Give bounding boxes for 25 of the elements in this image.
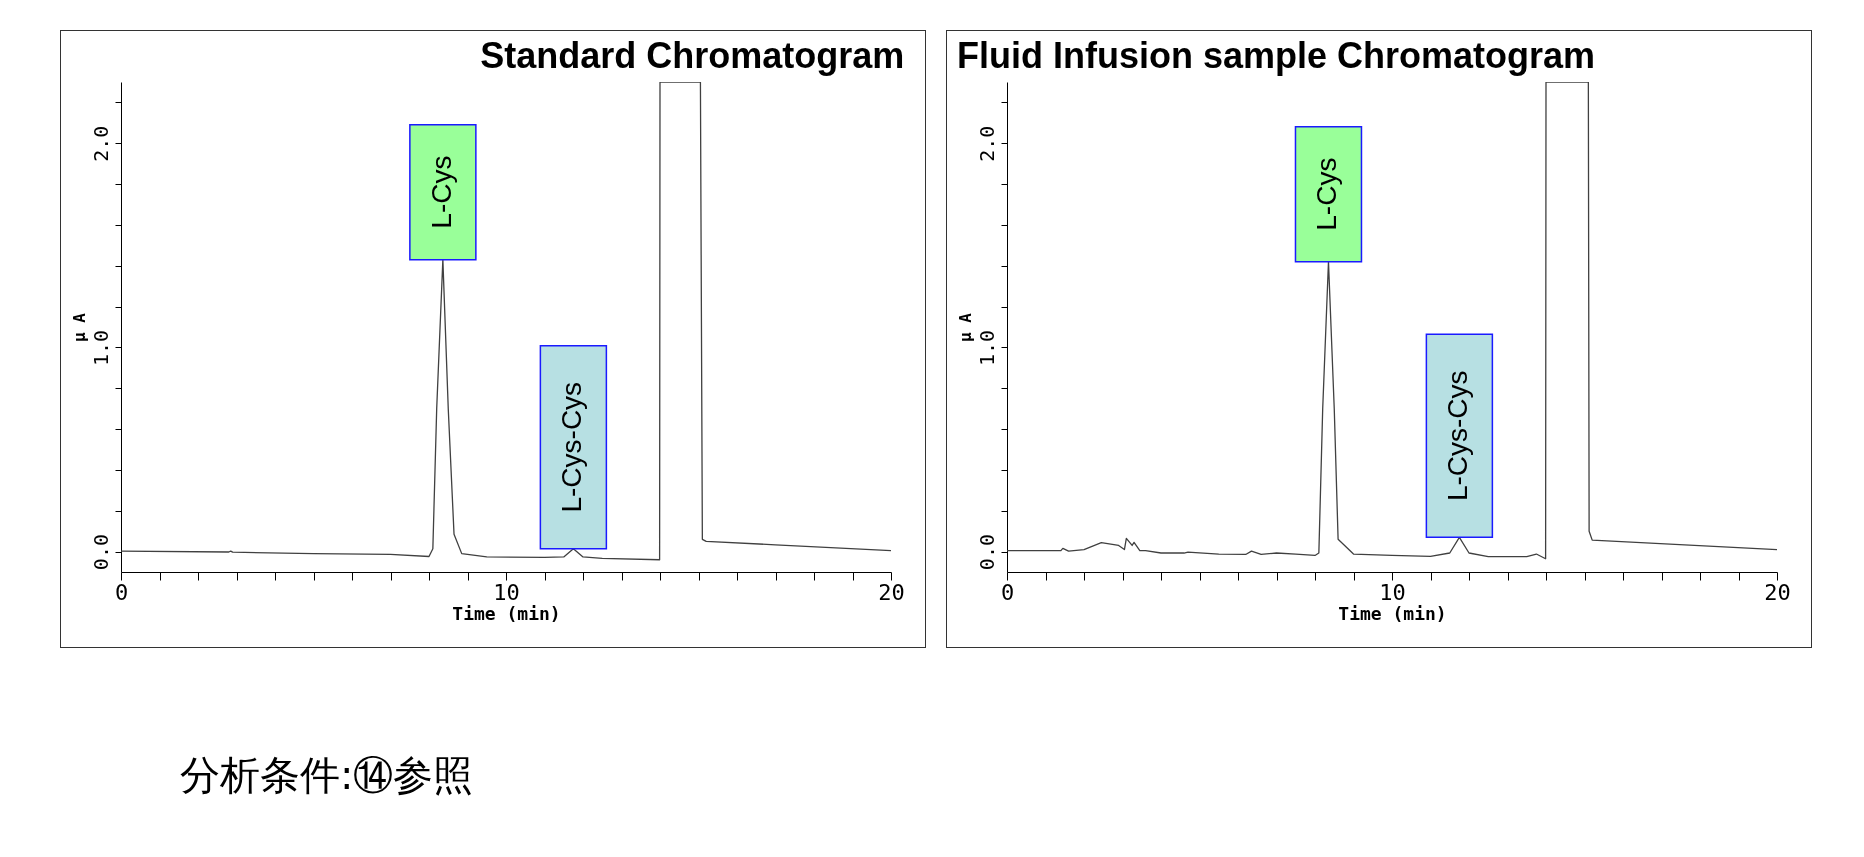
y-tick-label: 2.0 [974, 125, 999, 162]
line-series [1007, 82, 1777, 560]
y-tick-label: 2.0 [88, 125, 113, 162]
x-tick-label: 0 [1000, 579, 1015, 605]
annotation: L-Cys [1311, 157, 1343, 231]
y-tick-label: 0.0 [974, 534, 999, 571]
x-tick-label: 20 [878, 579, 905, 605]
text: 分析条件:⑭参照 [180, 751, 475, 800]
y-tick-label: 1.0 [88, 329, 113, 366]
annotation: L-Cys-Cys [1442, 370, 1474, 502]
x-tick-label: 10 [1379, 579, 1406, 605]
y-axis-title: μ A [69, 312, 89, 342]
chart-title: Fluid Infusion sample Chromatogram [957, 35, 1596, 76]
y-axis-title: μ A [955, 312, 975, 342]
x-tick-label: 10 [493, 579, 520, 605]
annotation: L-Cys-Cys [556, 381, 588, 513]
line-series [121, 82, 891, 561]
y-tick-label: 0.0 [88, 534, 113, 571]
x-tick-label: 20 [1764, 579, 1791, 605]
x-axis-title: Time (min) [1338, 602, 1447, 624]
x-tick-label: 0 [114, 579, 129, 605]
annotation: L-Cys [425, 155, 457, 229]
y-tick-label: 1.0 [974, 329, 999, 366]
x-axis-title: Time (min) [452, 602, 561, 624]
chart-title: Standard Chromatogram [480, 35, 905, 76]
